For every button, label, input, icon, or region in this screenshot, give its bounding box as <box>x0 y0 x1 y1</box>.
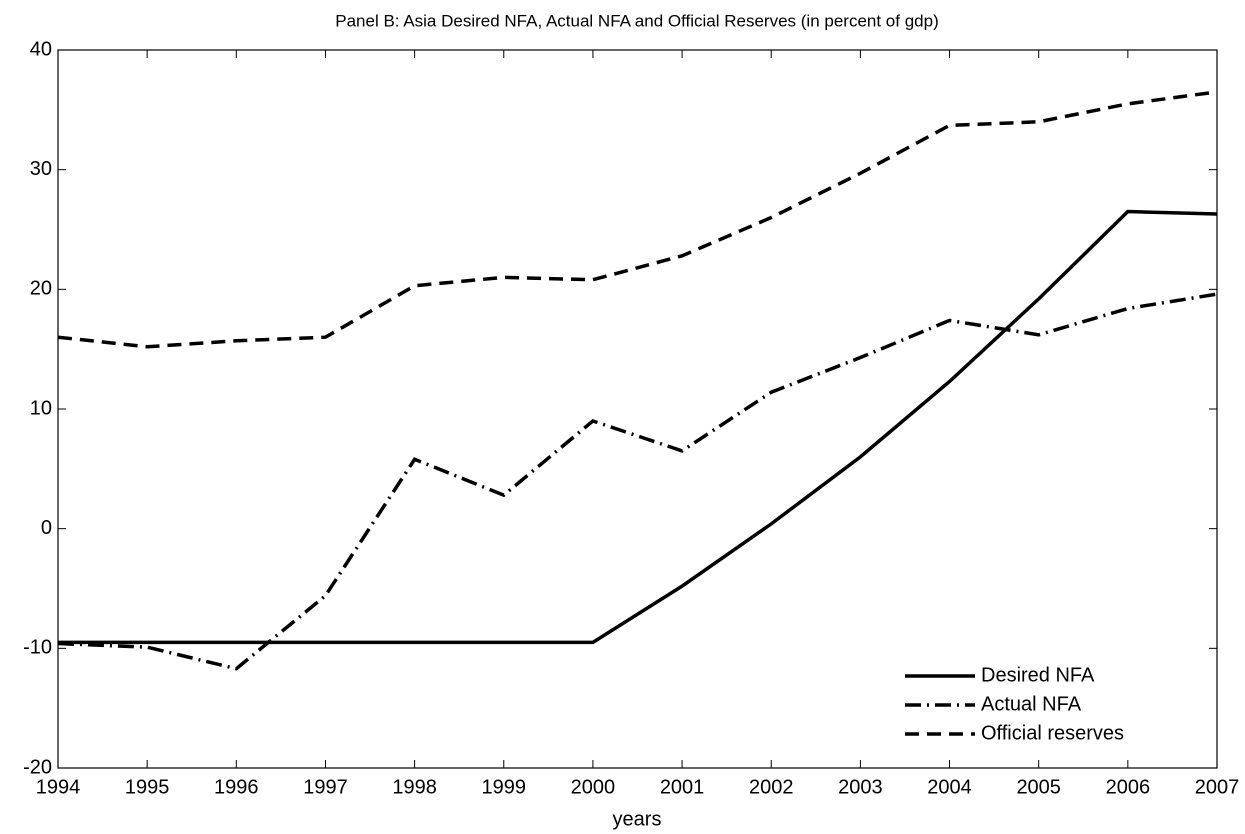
legend-label: Official reserves <box>981 722 1124 744</box>
legend-label: Actual NFA <box>981 693 1082 715</box>
x-tick-label: 1999 <box>482 776 527 798</box>
x-tick-label: 2007 <box>1195 776 1240 798</box>
x-tick-label: 2001 <box>660 776 705 798</box>
x-tick-label: 1996 <box>214 776 259 798</box>
y-tick-label: 30 <box>30 158 52 180</box>
x-tick-label: 2005 <box>1016 776 1061 798</box>
y-tick-label: 10 <box>30 397 52 419</box>
x-tick-label: 1995 <box>125 776 170 798</box>
y-tick-label: -10 <box>23 637 52 659</box>
x-axis-label: years <box>613 808 662 830</box>
y-tick-label: 0 <box>41 517 52 539</box>
x-tick-label: 1994 <box>36 776 81 798</box>
y-tick-label: 40 <box>30 38 52 60</box>
y-tick-label: 20 <box>30 278 52 300</box>
y-tick-label: -20 <box>23 756 52 778</box>
series-line <box>57 90 1218 349</box>
chart-title: Panel B: Asia Desired NFA, Actual NFA an… <box>335 11 938 30</box>
plot-frame <box>57 49 1218 769</box>
x-tick-label: 1997 <box>303 776 348 798</box>
legend-label: Desired NFA <box>981 664 1095 686</box>
x-tick-label: 2002 <box>749 776 794 798</box>
x-tick-label: 1998 <box>392 776 437 798</box>
x-tick-label: 2004 <box>927 776 972 798</box>
x-tick-label: 2003 <box>838 776 883 798</box>
x-tick-label: 2000 <box>571 776 616 798</box>
series-line <box>58 209 1218 645</box>
x-tick-label: 2006 <box>1106 776 1151 798</box>
